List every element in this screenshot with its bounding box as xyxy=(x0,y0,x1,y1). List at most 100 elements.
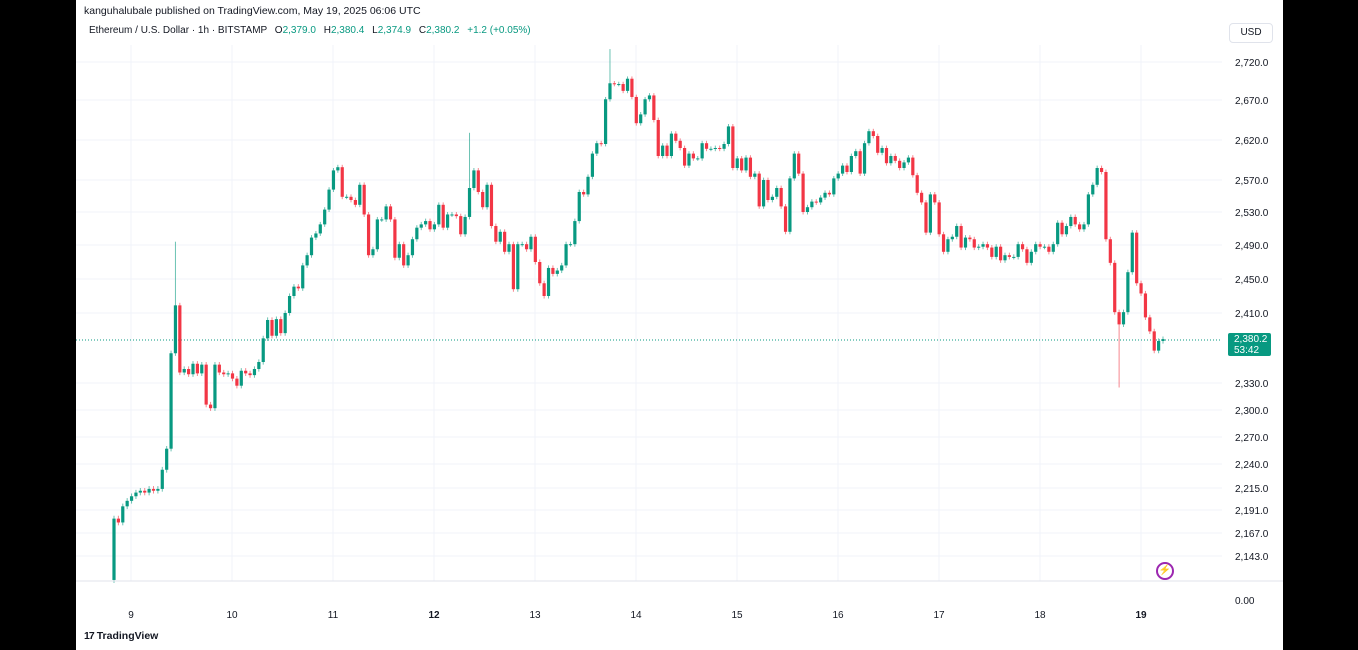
candle-body xyxy=(125,500,129,507)
candle-body xyxy=(972,239,976,248)
candle-body xyxy=(327,189,331,210)
candle xyxy=(314,230,318,241)
candle xyxy=(279,316,283,336)
candle-body xyxy=(1152,331,1156,351)
candle xyxy=(1099,165,1104,175)
candle xyxy=(977,244,981,251)
candle-body xyxy=(867,131,871,144)
candle-body xyxy=(366,214,371,256)
publish-info: kanguhalubale published on TradingView.c… xyxy=(84,5,421,17)
candle xyxy=(797,151,801,176)
candle xyxy=(704,140,709,152)
candle-body xyxy=(893,156,897,161)
candle-body xyxy=(564,244,568,266)
candle xyxy=(533,234,537,265)
candle-body xyxy=(981,244,985,247)
candle xyxy=(643,96,647,117)
candle-body xyxy=(445,214,450,228)
tv-logo-icon: 17 xyxy=(84,630,95,642)
candle xyxy=(244,368,248,376)
candle xyxy=(617,81,621,87)
candle xyxy=(125,498,129,510)
candle-body xyxy=(643,99,647,115)
candle-body xyxy=(305,255,309,266)
candle-body xyxy=(235,378,239,386)
price-tick-label: 2,410.0 xyxy=(1235,309,1269,320)
candle-body xyxy=(450,214,454,216)
candle xyxy=(134,489,138,499)
candle-body xyxy=(481,192,485,208)
candle xyxy=(893,153,897,164)
candle-body xyxy=(1020,244,1025,250)
brand-name: TradingView xyxy=(96,630,159,642)
candle xyxy=(849,153,853,175)
price-tick-label: 2,450.0 xyxy=(1235,275,1269,286)
candle-body xyxy=(880,148,884,153)
candle xyxy=(1029,249,1033,266)
candle xyxy=(494,223,498,245)
candle-body xyxy=(287,296,292,313)
candle-body xyxy=(639,114,643,124)
candle-body xyxy=(968,237,972,240)
candle xyxy=(388,204,393,222)
candle xyxy=(775,185,779,200)
candle-body xyxy=(1042,246,1047,248)
candle-body xyxy=(955,226,959,237)
candle-body xyxy=(1148,317,1152,332)
candle-body xyxy=(1012,256,1016,258)
candle xyxy=(112,515,116,583)
candle xyxy=(191,361,195,377)
candle xyxy=(441,202,445,231)
candle xyxy=(129,493,134,504)
price-tick-label: 2,270.0 xyxy=(1235,433,1269,444)
candle-body xyxy=(665,145,669,156)
candle-body xyxy=(463,216,467,235)
candle xyxy=(810,199,814,210)
candle-body xyxy=(928,194,932,233)
candle xyxy=(323,207,327,227)
tradingview-logo[interactable]: 17 TradingView xyxy=(84,630,158,642)
candle-body xyxy=(586,176,590,195)
change-value: +1.2 (+0.05%) xyxy=(467,25,531,36)
candle-body xyxy=(902,162,906,168)
candle-body xyxy=(349,196,353,200)
candle xyxy=(779,185,783,209)
candle xyxy=(366,212,371,258)
candle-body xyxy=(292,286,296,296)
candle-body xyxy=(889,156,893,164)
currency-button[interactable]: USD xyxy=(1229,23,1273,43)
candle xyxy=(1161,336,1165,344)
candle-body xyxy=(217,364,221,373)
candle-body xyxy=(138,490,142,493)
candle-body xyxy=(722,144,726,149)
candle xyxy=(990,245,994,260)
candle xyxy=(744,155,748,173)
lightning-icon[interactable]: ⚡ xyxy=(1156,562,1174,580)
price-tick-label: 2,720.0 xyxy=(1235,58,1269,69)
candle-body xyxy=(375,219,379,250)
candle xyxy=(854,148,858,159)
candle xyxy=(511,241,516,292)
candle xyxy=(287,293,292,316)
candle xyxy=(327,187,331,212)
candle xyxy=(1038,241,1042,250)
candle-body xyxy=(151,488,156,491)
candle xyxy=(862,140,867,176)
candle-body xyxy=(696,158,700,160)
candle-body xyxy=(485,184,489,208)
candle xyxy=(147,486,151,496)
candle xyxy=(459,213,463,237)
candle xyxy=(503,229,507,255)
candle-body xyxy=(805,207,810,212)
candle-body xyxy=(801,173,805,212)
symbol-title[interactable]: Ethereum / U.S. Dollar · 1h · BITSTAMP xyxy=(89,25,268,36)
candle-body xyxy=(977,246,981,248)
candle xyxy=(735,156,739,171)
candle-body xyxy=(1161,339,1165,341)
candle-body xyxy=(1069,216,1073,227)
candle-body xyxy=(840,165,845,174)
candle-body xyxy=(301,265,305,289)
candle xyxy=(121,503,125,526)
candle xyxy=(266,317,270,341)
